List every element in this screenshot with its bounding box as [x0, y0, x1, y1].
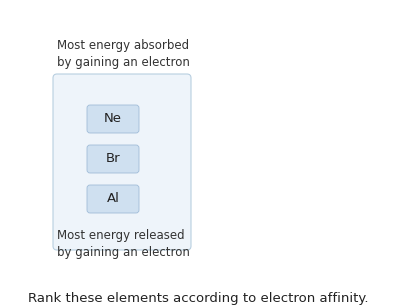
Text: Most energy released
by gaining an electron: Most energy released by gaining an elect… [57, 229, 190, 259]
FancyBboxPatch shape [53, 74, 191, 250]
FancyBboxPatch shape [87, 185, 139, 213]
FancyBboxPatch shape [87, 145, 139, 173]
Text: Most energy absorbed
by gaining an electron: Most energy absorbed by gaining an elect… [57, 39, 190, 69]
Text: Al: Al [107, 192, 119, 206]
Text: Rank these elements according to electron affinity.: Rank these elements according to electro… [28, 292, 368, 305]
FancyBboxPatch shape [87, 105, 139, 133]
Text: Ne: Ne [104, 113, 122, 125]
Text: Br: Br [106, 152, 120, 166]
